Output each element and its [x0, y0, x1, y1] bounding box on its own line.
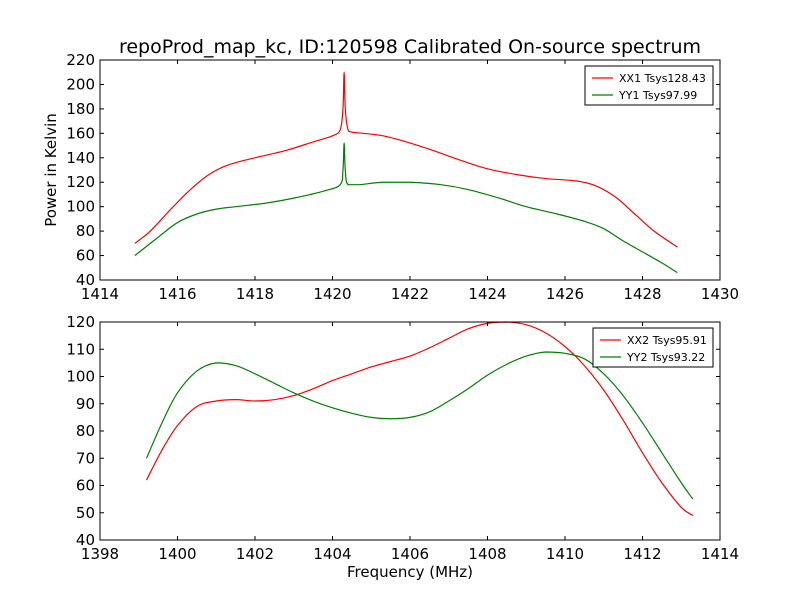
chart-title: repoProd_map_kc, ID:120598 Calibrated On… [119, 36, 701, 58]
y-tick-label-1-5: 140 [66, 149, 95, 167]
x-tick-label-2-8: 1414 [701, 545, 739, 563]
y-tick-label-1-1: 60 [76, 247, 95, 265]
legend-box-1 [584, 65, 714, 106]
y-tick-label-1-7: 180 [66, 100, 95, 118]
x-tick-label-2-0: 1398 [81, 545, 119, 563]
x-tick-label-1-5: 1424 [468, 285, 506, 303]
series-line-2-1 [145, 321, 694, 516]
x-tick-label-2-2: 1402 [236, 545, 274, 563]
y-tick-label-1-0: 40 [76, 271, 95, 289]
y-tick-label-1-9: 220 [66, 51, 95, 69]
series-line-2-2 [145, 351, 694, 500]
x-tick-label-2-5: 1408 [468, 545, 506, 563]
plots: 1414 1416 1418 1420 1422 1424 1426 1428 1430 40 60… [42, 51, 739, 581]
x-tick-label-1-3: 1420 [313, 285, 351, 303]
x-tick-label-1-4: 1422 [391, 285, 429, 303]
x-tick-label-2-3: 1404 [313, 545, 351, 563]
legend-2: XX2 Tsys95.91 YY2 Tsys93.22 [592, 327, 714, 368]
subplot-1: 1414 1416 1418 1420 1422 1424 1426 1428 1430 40 60… [42, 51, 739, 303]
x-tick-label-2-1: 1400 [158, 545, 196, 563]
x-tick-label-1-6: 1426 [546, 285, 584, 303]
y-axis-label-1: Power in Kelvin [42, 113, 60, 227]
x-tick-label-1-0: 1414 [81, 285, 119, 303]
y-tick-label-2-4: 80 [76, 422, 95, 440]
y-tick-label-1-8: 200 [66, 75, 95, 93]
x-axis-label-2: Frequency (MHz) [347, 563, 473, 581]
x-tick-label-1-1: 1416 [158, 285, 196, 303]
subplot-2: 1398 1400 1402 1404 1406 1408 1410 1412 1414 40 50… [66, 313, 739, 581]
y-tick-label-1-4: 120 [66, 173, 95, 191]
x-tick-label-2-7: 1412 [623, 545, 661, 563]
y-tick-label-1-3: 100 [66, 198, 95, 216]
legend-entry-2-1: XX2 Tsys95.91 [627, 334, 707, 347]
x-tick-label-2-4: 1406 [391, 545, 429, 563]
x-tick-label-1-8: 1430 [701, 285, 739, 303]
x-tick-label-1-7: 1428 [623, 285, 661, 303]
y-tick-label-2-3: 70 [76, 449, 95, 467]
y-tick-label-1-2: 80 [76, 222, 95, 240]
y-tick-label-2-0: 40 [76, 531, 95, 549]
x-tick-label-1-2: 1418 [236, 285, 274, 303]
series-line-1-1 [134, 71, 678, 248]
y-tick-label-2-1: 50 [76, 504, 95, 522]
legend-entry-1-1: XX1 Tsys128.43 [619, 72, 706, 85]
y-tick-label-2-2: 60 [76, 477, 95, 495]
y-tick-label-2-5: 90 [76, 395, 95, 413]
y-tick-label-1-6: 160 [66, 124, 95, 142]
y-tick-label-2-7: 110 [66, 340, 95, 358]
y-tick-label-2-6: 100 [66, 368, 95, 386]
legend-entry-2-2: YY2 Tsys93.22 [626, 351, 705, 364]
legend-box-2 [592, 327, 714, 368]
y-tick-label-2-8: 120 [66, 313, 95, 331]
legend-entry-1-2: YY1 Tsys97.99 [618, 89, 697, 102]
series-line-1-2 [134, 142, 678, 274]
x-tick-label-2-6: 1410 [546, 545, 584, 563]
legend-1: XX1 Tsys128.43 YY1 Tsys97.99 [584, 65, 714, 106]
